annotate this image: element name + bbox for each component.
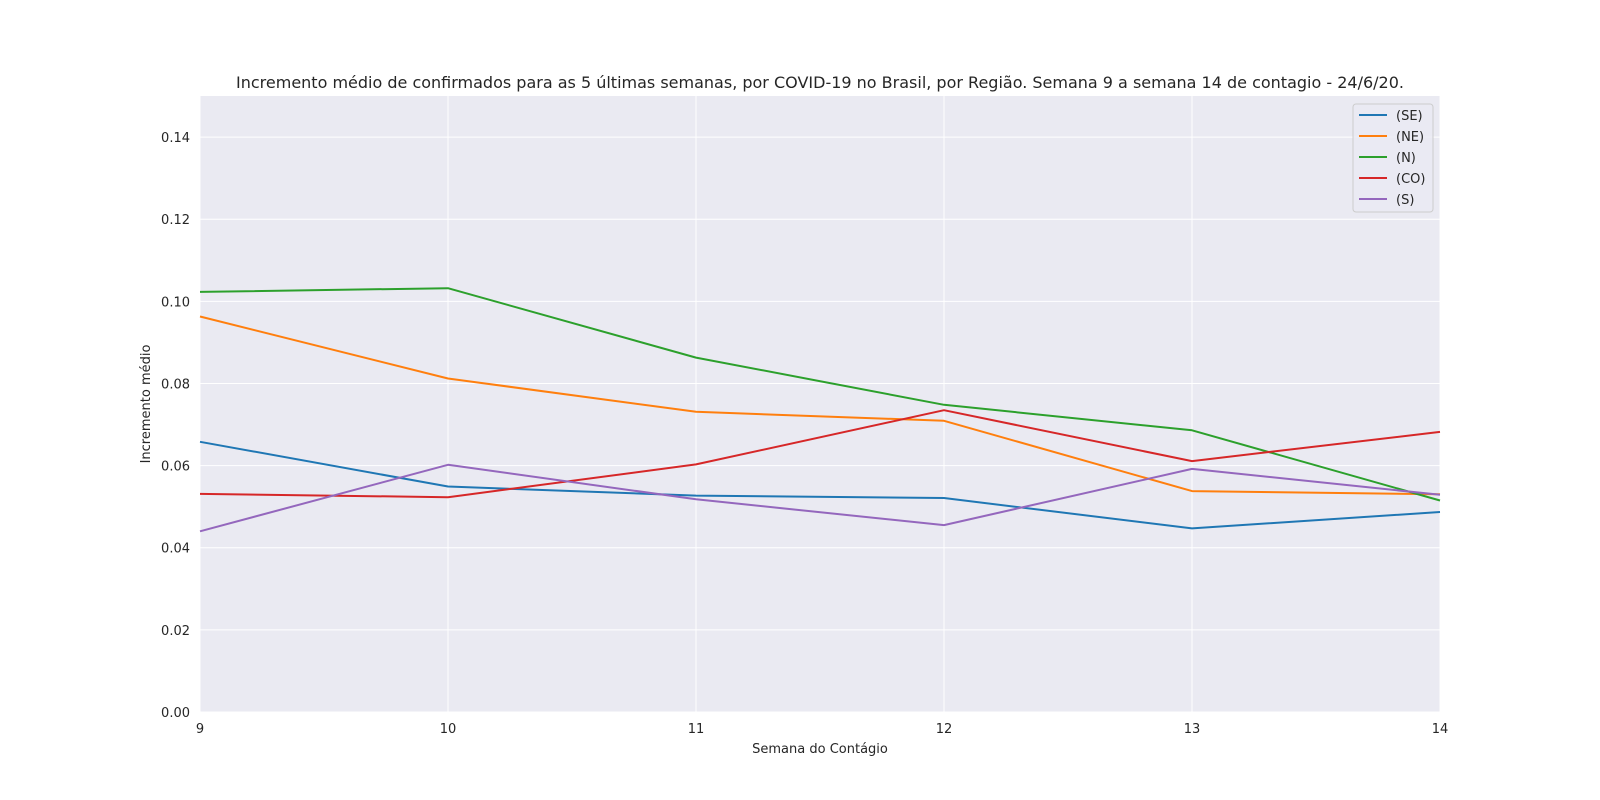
tick-labels: 9 10 11 12 13 14 0.00 0.02 0.04 0.06 0.08 0.10 0.12 0… — [161, 131, 1448, 737]
grid — [199, 96, 1441, 713]
legend-box — [1352, 103, 1434, 213]
y-tick-label: 0.12 — [161, 213, 190, 228]
series-line-1 — [199, 315, 1441, 496]
x-tick-label: 10 — [440, 722, 457, 737]
y-tick-label: 0.06 — [161, 460, 190, 475]
x-axis-title: Semana do Contágio — [752, 742, 888, 757]
x-tick-label: 12 — [936, 722, 953, 737]
series-line-2 — [199, 287, 1441, 502]
legend-label: (SE) — [1396, 109, 1423, 124]
legend-label: (S) — [1396, 193, 1414, 208]
x-tick-label: 9 — [196, 722, 204, 737]
y-tick-label: 0.10 — [161, 295, 190, 310]
y-axis-title: Incremento médio — [139, 345, 154, 464]
series-line-0 — [199, 440, 1441, 530]
series-line-3 — [199, 409, 1441, 499]
y-tick-label: 0.02 — [161, 624, 190, 639]
x-tick-label: 11 — [688, 722, 705, 737]
series-lines — [199, 287, 1441, 533]
legend-label: (NE) — [1396, 130, 1424, 145]
series-line-4 — [199, 463, 1441, 533]
x-tick-label: 14 — [1432, 722, 1449, 737]
y-tick-label: 0.14 — [161, 131, 190, 146]
legend-label: (CO) — [1396, 172, 1425, 187]
y-tick-label: 0.00 — [161, 706, 190, 721]
legend: (SE) (NE) (N) (CO) (S) — [1352, 103, 1434, 213]
y-tick-label: 0.08 — [161, 377, 190, 392]
x-tick-label: 13 — [1184, 722, 1201, 737]
plot-background — [200, 96, 1440, 712]
chart-title: Incremento médio de confirmados para as … — [236, 73, 1404, 92]
legend-label: (N) — [1396, 151, 1416, 166]
y-tick-label: 0.04 — [161, 542, 190, 557]
